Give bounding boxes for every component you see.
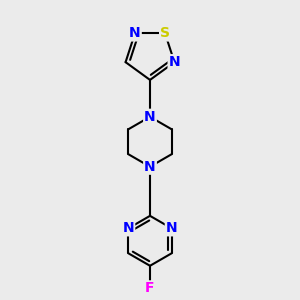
Text: S: S	[160, 26, 170, 40]
Text: N: N	[169, 55, 180, 69]
Text: F: F	[145, 281, 155, 296]
Text: N: N	[129, 26, 141, 40]
Text: N: N	[123, 221, 134, 235]
Text: N: N	[144, 160, 156, 174]
Text: N: N	[144, 110, 156, 124]
Text: N: N	[166, 221, 177, 235]
